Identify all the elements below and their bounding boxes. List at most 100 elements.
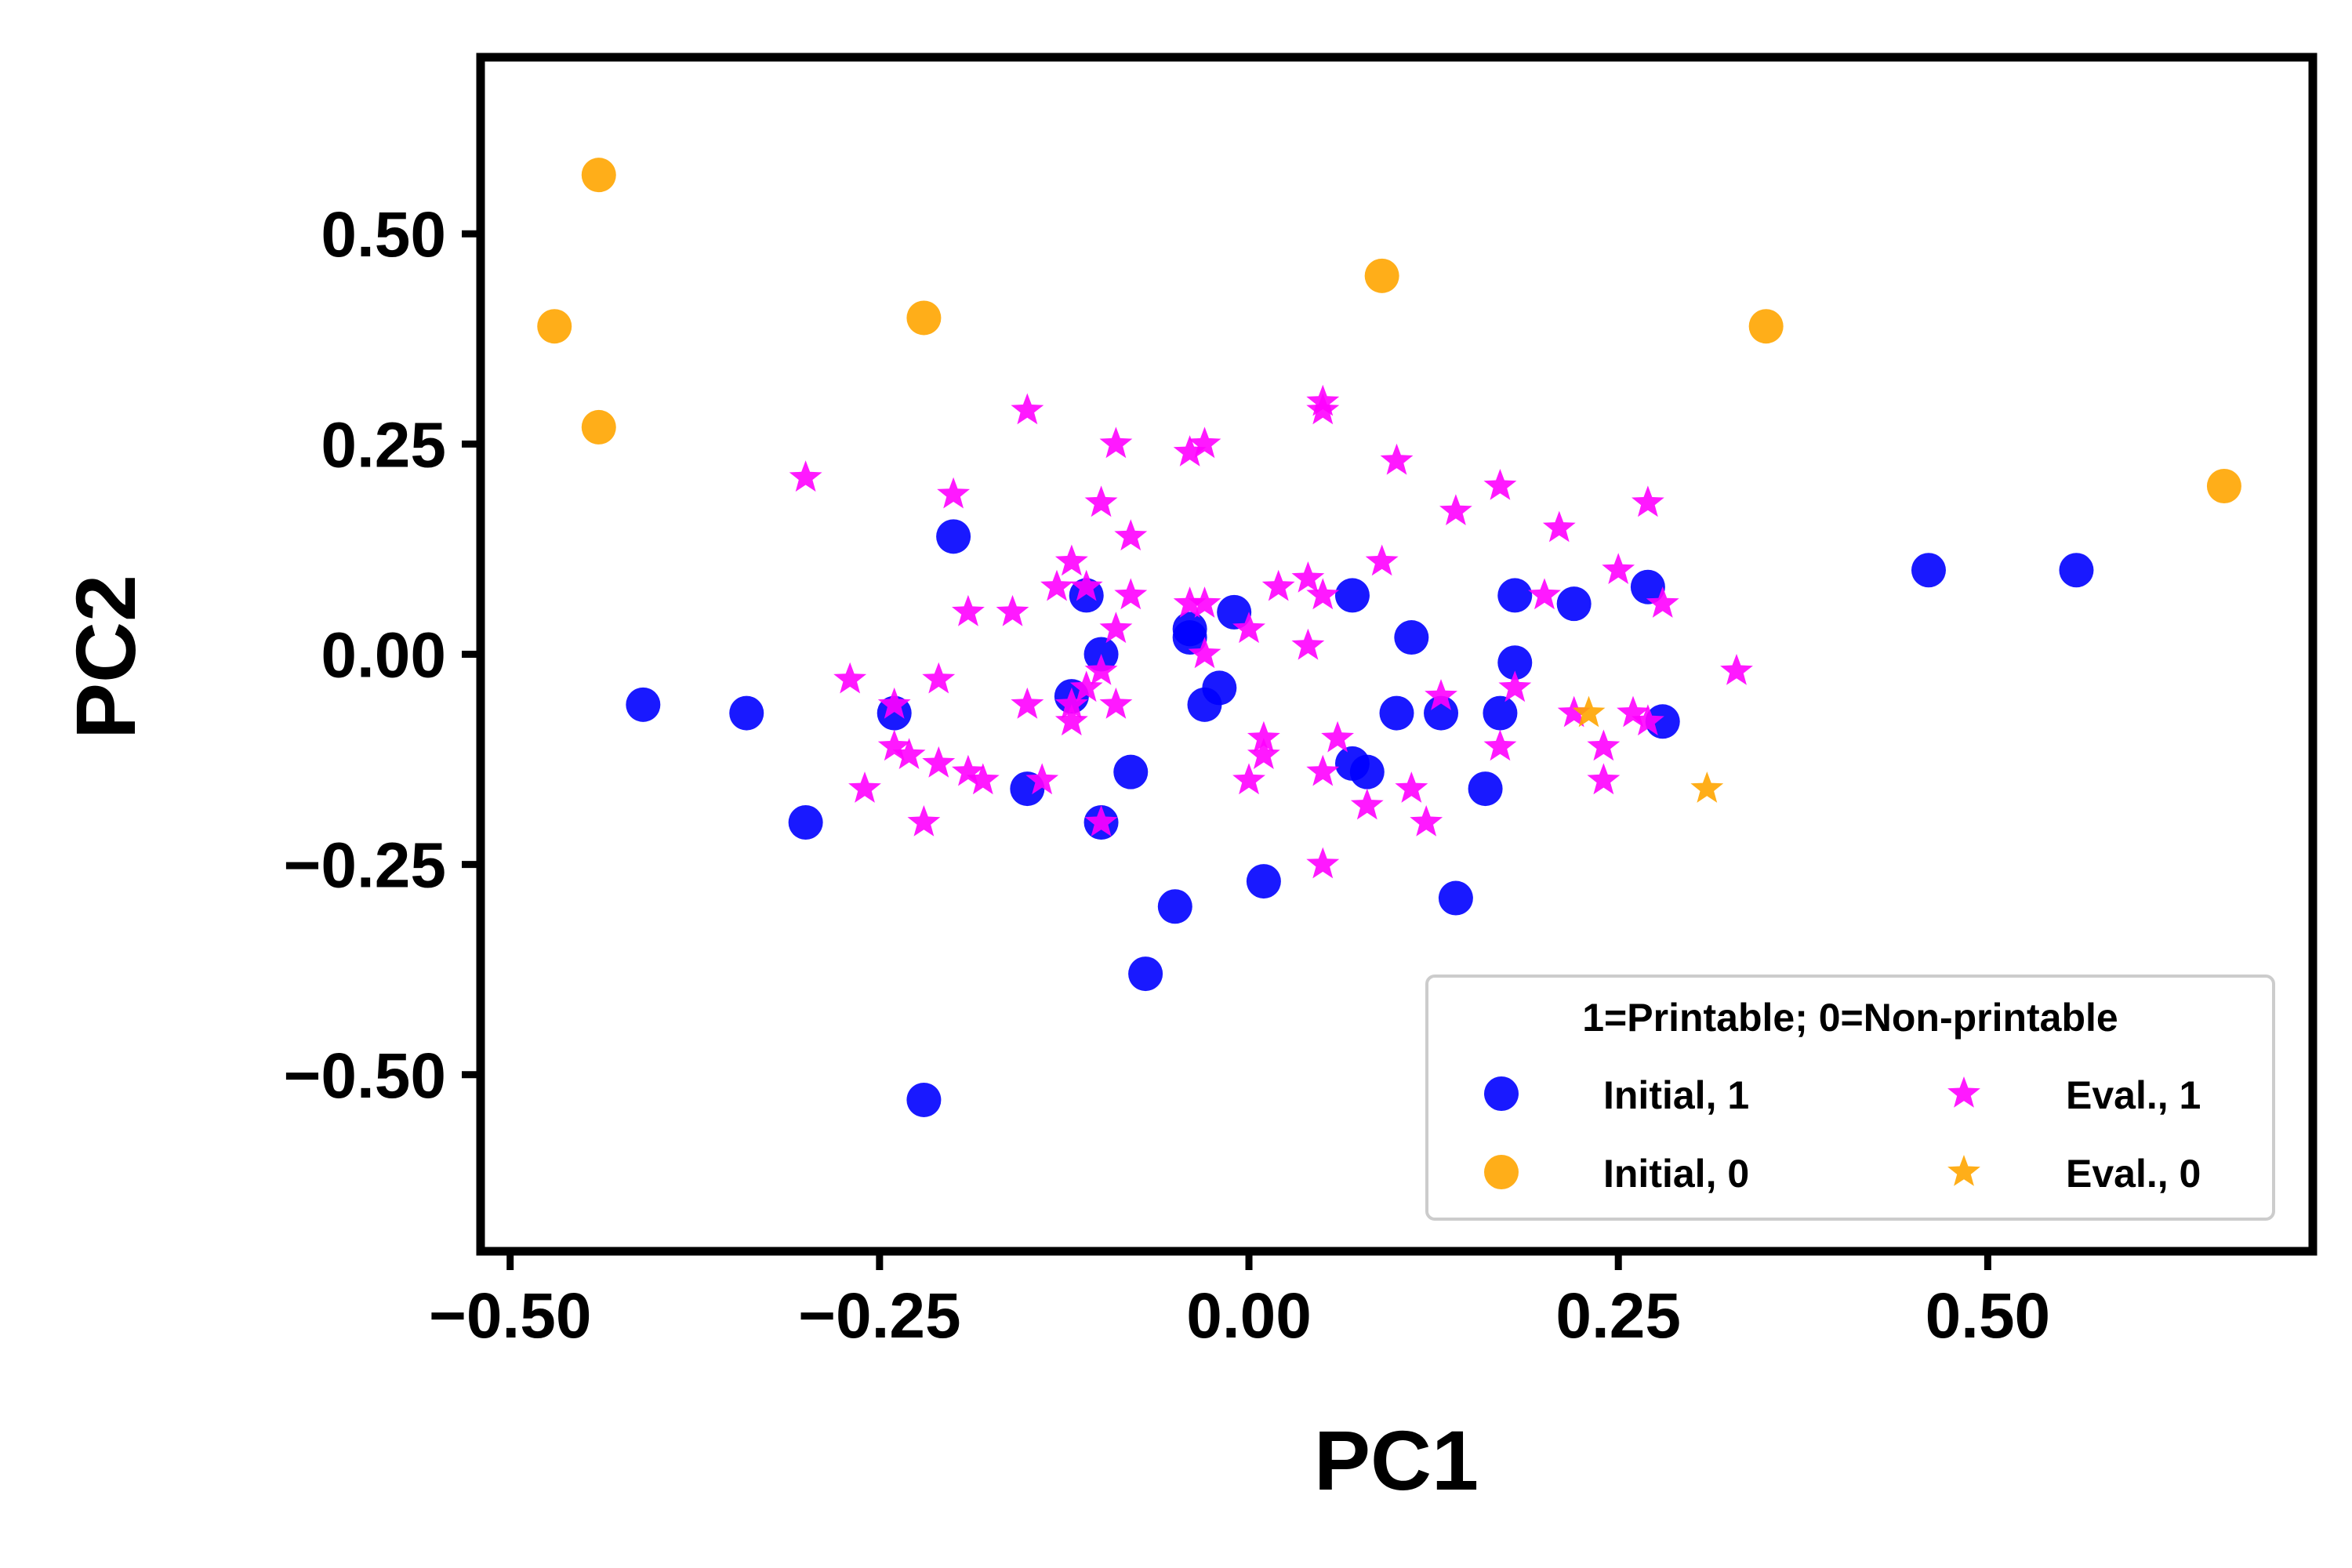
data-point bbox=[877, 687, 911, 719]
data-point bbox=[1084, 485, 1118, 517]
legend-box bbox=[1425, 975, 2275, 1221]
data-point bbox=[1364, 258, 1399, 293]
data-point bbox=[1497, 578, 1533, 613]
y-tick-label: 0.00 bbox=[321, 620, 446, 691]
data-point bbox=[1602, 553, 1635, 584]
data-point bbox=[1099, 426, 1133, 459]
data-point bbox=[1173, 586, 1207, 618]
data-point bbox=[1483, 695, 1518, 731]
data-point bbox=[1439, 494, 1472, 525]
data-point bbox=[1587, 763, 1621, 795]
y-tick-label: −0.50 bbox=[284, 1040, 446, 1112]
data-point bbox=[1128, 956, 1163, 992]
data-point bbox=[1630, 569, 1665, 604]
data-point bbox=[1646, 586, 1679, 618]
data-point bbox=[966, 763, 1000, 795]
data-point bbox=[877, 729, 911, 761]
data-point bbox=[1232, 763, 1265, 795]
data-point bbox=[906, 1082, 942, 1117]
data-point bbox=[1084, 654, 1118, 685]
data-point bbox=[1379, 695, 1414, 731]
data-point bbox=[833, 662, 867, 694]
data-point bbox=[1054, 687, 1088, 719]
data-point bbox=[1911, 553, 1946, 588]
legend-marker bbox=[1484, 1155, 1519, 1189]
data-point bbox=[1395, 771, 1428, 803]
data-point bbox=[906, 300, 942, 336]
data-point bbox=[952, 594, 985, 626]
data-point bbox=[1556, 586, 1592, 622]
data-point bbox=[1587, 729, 1621, 761]
data-point bbox=[937, 477, 970, 509]
legend-marker bbox=[1947, 1155, 1980, 1186]
data-point bbox=[1748, 309, 1784, 344]
data-point bbox=[1173, 435, 1207, 466]
x-axis: −0.50 −0.25 0.00 0.25 0.50 bbox=[429, 1251, 2050, 1352]
data-point bbox=[1380, 443, 1414, 475]
data-point bbox=[1690, 771, 1724, 803]
legend-entries: Initial, 1 Initial, 0 Eval., 1 Eval., 0 bbox=[1484, 1073, 2201, 1196]
data-point bbox=[1632, 704, 1664, 736]
data-point bbox=[626, 687, 661, 722]
data-point bbox=[1291, 561, 1325, 593]
data-point bbox=[1321, 720, 1354, 753]
legend: 1=Printable; 0=Non-printable Initial, 1I… bbox=[1425, 975, 2275, 1221]
data-point bbox=[1188, 586, 1221, 618]
legend-label: Initial, 0 bbox=[1603, 1152, 1749, 1196]
data-point bbox=[1306, 578, 1340, 610]
data-point bbox=[1217, 594, 1252, 630]
y-tick-label: 0.25 bbox=[321, 409, 446, 481]
y-axis-title: PC2 bbox=[58, 575, 153, 739]
data-point bbox=[1468, 771, 1503, 807]
x-tick-label: 0.00 bbox=[1186, 1280, 1312, 1352]
data-point bbox=[1113, 754, 1149, 789]
legend-title: 1=Printable; 0=Non-printable bbox=[1582, 996, 2118, 1040]
data-point bbox=[1306, 847, 1340, 879]
data-point bbox=[1188, 426, 1221, 459]
data-point bbox=[1011, 687, 1044, 719]
data-point bbox=[1025, 763, 1059, 795]
series-3 bbox=[789, 384, 1753, 879]
data-point bbox=[1069, 569, 1103, 601]
data-point bbox=[1157, 889, 1192, 924]
data-point bbox=[2059, 553, 2094, 588]
data-point bbox=[1483, 469, 1517, 500]
data-point bbox=[1349, 754, 1385, 789]
data-point bbox=[1188, 637, 1221, 669]
data-point bbox=[1084, 805, 1118, 837]
legend-entry: Eval., 0 bbox=[1947, 1152, 2201, 1196]
x-tick-label: 0.25 bbox=[1555, 1280, 1681, 1352]
data-point bbox=[1334, 578, 1370, 613]
data-point bbox=[892, 738, 926, 769]
data-point bbox=[1099, 612, 1133, 644]
data-point bbox=[789, 460, 822, 492]
data-point bbox=[1542, 510, 1576, 543]
data-point bbox=[936, 519, 971, 554]
data-point bbox=[1011, 393, 1044, 425]
data-point bbox=[1483, 729, 1517, 761]
legend-label: Initial, 1 bbox=[1603, 1073, 1749, 1117]
data-point bbox=[1425, 679, 1457, 710]
data-point bbox=[922, 662, 956, 694]
data-point bbox=[1528, 578, 1561, 610]
data-point bbox=[1291, 628, 1325, 660]
data-point bbox=[1054, 704, 1088, 736]
data-point bbox=[1497, 645, 1533, 681]
data-point bbox=[581, 409, 616, 445]
legend-marker bbox=[1484, 1076, 1519, 1111]
y-axis: −0.50 −0.25 0.00 0.25 0.50 bbox=[284, 199, 481, 1112]
data-point bbox=[1557, 695, 1591, 728]
x-tick-label: 0.50 bbox=[1926, 1280, 2051, 1352]
data-point bbox=[1632, 485, 1664, 517]
legend-label: Eval., 0 bbox=[2066, 1152, 2201, 1196]
y-tick-label: 0.50 bbox=[321, 199, 446, 270]
x-tick-label: −0.25 bbox=[798, 1280, 960, 1352]
series-2 bbox=[537, 158, 2241, 503]
x-tick-label: −0.50 bbox=[429, 1280, 591, 1352]
legend-entry: Initial, 1 bbox=[1484, 1073, 1749, 1117]
x-axis-title: PC1 bbox=[1314, 1413, 1479, 1508]
data-point bbox=[1498, 670, 1532, 702]
data-point bbox=[1172, 612, 1207, 647]
legend-entry: Eval., 1 bbox=[1947, 1073, 2201, 1117]
legend-label: Eval., 1 bbox=[2066, 1073, 2201, 1117]
